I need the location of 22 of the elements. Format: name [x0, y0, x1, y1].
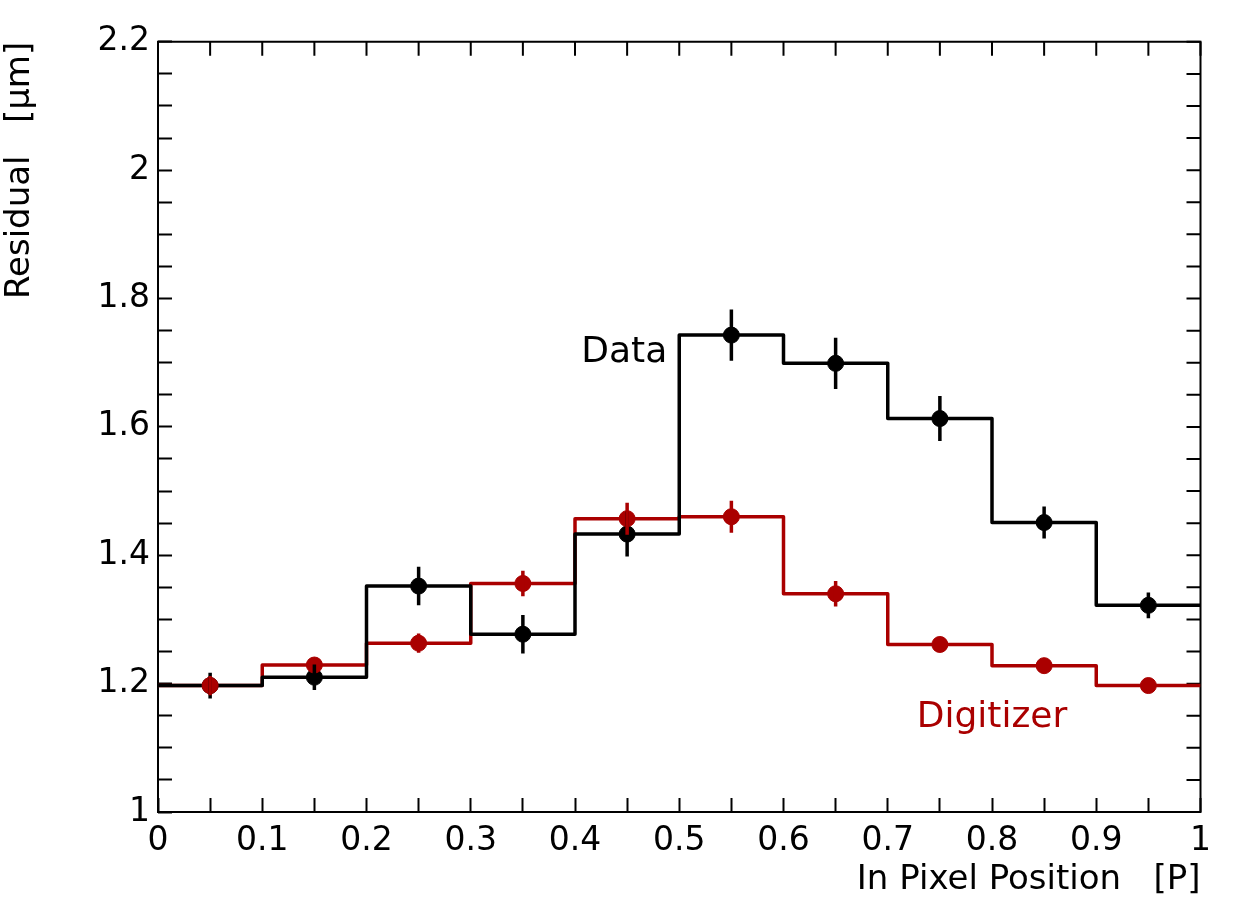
y-tick-label: 1.6 — [97, 404, 150, 444]
y-tick-label: 1 — [129, 789, 150, 829]
x-tick-label: 0.2 — [340, 819, 393, 859]
x-tick-label: 0.8 — [965, 819, 1019, 859]
x-axis-title: In Pixel Position [P] — [856, 857, 1201, 898]
x-tick-label: 0.1 — [236, 819, 289, 859]
series-label: Digitizer — [916, 694, 1068, 736]
x-tick-label: 0.7 — [861, 819, 914, 859]
x-tick-label: 0.5 — [653, 819, 706, 859]
x-tick-label: 0.4 — [548, 819, 602, 859]
y-tick-label: 1.8 — [97, 276, 150, 316]
y-tick-label: 2.2 — [97, 19, 150, 59]
x-tick-label: 1 — [1190, 819, 1211, 859]
x-tick-label: 0.9 — [1070, 819, 1123, 859]
series-label: Data — [581, 329, 668, 371]
y-tick-label: 2 — [129, 147, 150, 187]
y-axis-title: Residual [µm] — [0, 41, 38, 300]
x-tick-label: 0 — [147, 819, 169, 859]
y-tick-label: 1.2 — [97, 661, 150, 701]
x-tick-label: 0.6 — [757, 819, 810, 859]
x-tick-label: 0.3 — [444, 819, 497, 859]
y-tick-label: 1.4 — [97, 532, 150, 572]
